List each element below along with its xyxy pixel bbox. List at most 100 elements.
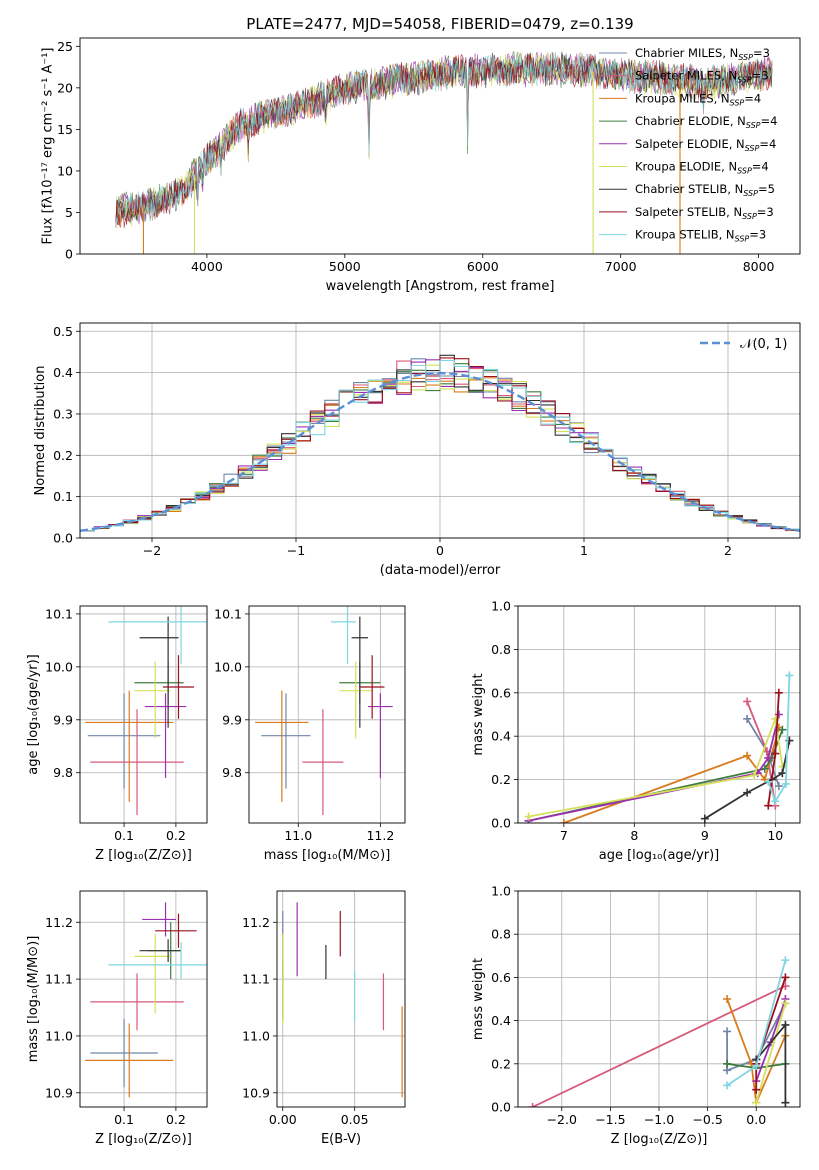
mass-weight-line xyxy=(528,718,784,818)
mass-weight-marker xyxy=(781,973,790,982)
mass-weight-marker xyxy=(760,764,769,773)
x-tick-label: −0.5 xyxy=(692,1112,722,1127)
mass-weight-marker xyxy=(524,812,533,821)
y-tick-label: 0.4 xyxy=(491,729,511,744)
axes: 0.1 0.2 10.9 11.0 11.1 11.2 Z [log₁₀(Z/Z⊙)] mas… xyxy=(26,890,208,1147)
mass-weight-vs-metallicity-panel: −2.0 −1.5 −1.0 −0.5 0.0 0.0 0.2 0.4 0.6 0.8 1.0 Z [… xyxy=(471,884,801,1147)
y-tick-label: 0.6 xyxy=(491,685,511,700)
mass-weight-marker xyxy=(774,782,783,791)
x-axis-label: (data-model)/error xyxy=(380,563,501,578)
y-axis-label: age [log₁₀(age/yr)] xyxy=(26,654,41,775)
mass-weight-line xyxy=(755,1003,787,1103)
y-tick-label: 0.3 xyxy=(53,406,73,421)
axes: 7 8 9 10 0.0 0.2 0.4 0.6 0.8 1.0 age [log₁₀(age/yr… xyxy=(471,599,801,863)
grid-lines xyxy=(249,606,405,823)
mass-weight-marker xyxy=(743,788,752,797)
plot-area xyxy=(524,671,794,823)
y-axis-label: Flux [fλ10⁻¹⁷ erg cm⁻² s⁻¹ A⁻¹] xyxy=(40,47,55,244)
x-tick-label: 0.05 xyxy=(341,1112,369,1127)
y-tick-label: 9.8 xyxy=(53,765,73,780)
figure-title: PLATE=2477, MJD=54058, FIBERID=0479, z=0… xyxy=(246,15,633,33)
y-tick-label: 1.0 xyxy=(491,884,511,899)
mass-weight-marker xyxy=(778,725,787,734)
mass-weight-marker xyxy=(781,1020,790,1029)
y-tick-label: 9.9 xyxy=(53,712,73,727)
axes: −2 −1 0 1 2 0.0 0.1 0.2 0.3 0.4 0.5 (data-model)/er… xyxy=(33,322,801,578)
mass-weight-marker xyxy=(764,753,773,762)
axes: 0.00 0.05 10.9 11.0 11.1 11.2 E(B-V) xyxy=(242,890,406,1147)
normal-curve xyxy=(80,371,800,532)
histogram-step xyxy=(80,359,800,532)
x-axis-label: Z [log₁₀(Z/Z⊙)] xyxy=(611,1132,708,1147)
mass-weight-marker xyxy=(743,697,752,706)
y-tick-label: 11.2 xyxy=(45,915,73,930)
age-vs-mass-panel: 11.0 11.2 9.8 9.9 10.0 10.1 mass [log₁₀(M/M⊙)] xyxy=(214,605,406,863)
y-tick-label: 11.0 xyxy=(242,1028,270,1043)
x-axis-label: wavelength [Angstrom, rest frame] xyxy=(326,279,555,294)
grid-lines xyxy=(277,891,405,1107)
axes: 11.0 11.2 9.8 9.9 10.0 10.1 mass [log₁₀(M/M⊙)] xyxy=(214,605,406,863)
x-axis-label: Z [log₁₀(Z/Z⊙)] xyxy=(95,848,192,863)
x-tick-label: 5000 xyxy=(329,259,361,274)
plot-area xyxy=(255,606,393,816)
y-tick-label: 20 xyxy=(57,80,73,95)
x-axis-label: mass [log₁₀(M/M⊙)] xyxy=(264,848,391,863)
mass-weight-marker xyxy=(723,995,732,1003)
mass-weight-vs-age-panel: 7 8 9 10 0.0 0.2 0.4 0.6 0.8 1.0 age [log₁₀(age/yr… xyxy=(471,599,801,863)
y-tick-label: 0.0 xyxy=(53,531,73,546)
age-vs-metallicity-panel: 0.1 0.2 9.8 9.9 10.0 10.1 Z [log₁₀(Z/Z⊙)] age [… xyxy=(26,605,208,863)
mass-weight-marker xyxy=(781,956,790,965)
x-tick-label: 7 xyxy=(560,828,568,843)
y-axis-label: mass weight xyxy=(471,673,486,755)
mass-weight-line xyxy=(532,985,786,1107)
mass-weight-marker xyxy=(764,801,773,810)
x-tick-label: 8000 xyxy=(743,259,775,274)
x-tick-label: 0 xyxy=(436,543,444,558)
mass-weight-marker xyxy=(774,688,783,697)
residual-histogram-panel: −2 −1 0 1 2 0.0 0.1 0.2 0.3 0.4 0.5 (data-model)/er… xyxy=(33,322,801,578)
mass-weight-marker xyxy=(528,1103,537,1107)
mass-weight-line xyxy=(767,675,791,804)
y-tick-label: 10.0 xyxy=(45,659,73,674)
mass-vs-metallicity-panel: 0.1 0.2 10.9 11.0 11.1 11.2 Z [log₁₀(Z/Z⊙)] mas… xyxy=(26,890,208,1147)
x-tick-label: −1.0 xyxy=(644,1112,674,1127)
y-tick-label: 10.1 xyxy=(45,606,73,621)
x-tick-label: 1 xyxy=(580,543,588,558)
mass-vs-extinction-panel: 0.00 0.05 10.9 11.0 11.1 11.2 E(B-V) xyxy=(242,890,406,1147)
legend-label: Kroupa ELODIE, NSSP=4 xyxy=(635,160,769,176)
legend-label: Chabrier ELODIE, NSSP=4 xyxy=(635,114,777,130)
y-axis-label: Normed distribution xyxy=(33,366,48,496)
x-tick-label: −2.0 xyxy=(547,1112,577,1127)
mass-weight-marker xyxy=(781,1098,790,1107)
legend-label: Salpeter STELIB, NSSP=3 xyxy=(635,205,774,221)
legend-label: Chabrier STELIB, NSSP=5 xyxy=(635,182,775,198)
y-tick-label: 0.6 xyxy=(491,970,511,985)
y-tick-label: 10.1 xyxy=(214,606,242,621)
x-tick-label: 0.2 xyxy=(166,1112,186,1127)
x-tick-label: 0.00 xyxy=(269,1112,297,1127)
y-tick-label: 0.0 xyxy=(491,1100,511,1115)
mass-weight-marker xyxy=(781,999,790,1008)
mass-weight-marker xyxy=(743,714,752,723)
legend-label: 𝒩(0, 1) xyxy=(740,337,787,352)
axes: 4000 5000 6000 7000 8000 0 5 10 15 20 25 wavelength… xyxy=(40,37,801,294)
y-tick-label: 10.9 xyxy=(45,1085,73,1100)
y-tick-label: 0.8 xyxy=(491,927,511,942)
y-tick-label: 0.4 xyxy=(53,365,73,380)
mass-weight-line xyxy=(726,998,787,1107)
axes-frame xyxy=(79,605,208,824)
x-axis-label: age [log₁₀(age/yr)] xyxy=(599,848,720,863)
y-tick-label: 11.1 xyxy=(45,972,73,987)
spectrum-panel: 4000 5000 6000 7000 8000 0 5 10 15 20 25 wavelength… xyxy=(40,37,801,294)
plot-area xyxy=(282,902,403,1098)
y-tick-label: 11.1 xyxy=(242,972,270,987)
grid-lines xyxy=(80,891,207,1107)
axes-frame xyxy=(276,890,406,1108)
y-tick-label: 9.9 xyxy=(222,712,242,727)
mass-weight-marker xyxy=(750,771,759,780)
mass-weight-marker xyxy=(781,779,790,788)
y-tick-label: 0.2 xyxy=(491,772,511,787)
mass-weight-marker xyxy=(752,1061,761,1070)
axes-frame xyxy=(517,890,801,1108)
